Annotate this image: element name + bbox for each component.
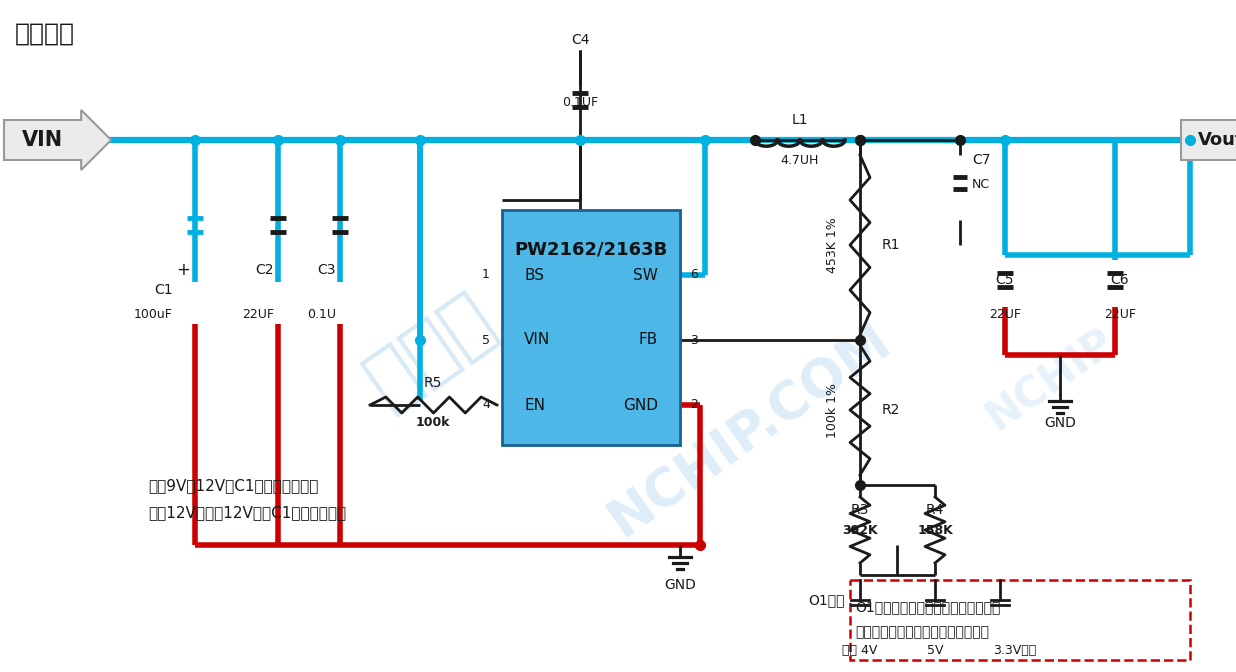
Text: VIN: VIN bbox=[524, 333, 550, 347]
Text: C4: C4 bbox=[571, 33, 590, 47]
Text: FB: FB bbox=[639, 333, 658, 347]
Text: 100uF: 100uF bbox=[135, 308, 173, 321]
Text: R3: R3 bbox=[850, 503, 869, 517]
Text: VIN: VIN bbox=[21, 130, 63, 150]
Text: C5: C5 bbox=[996, 273, 1015, 287]
Text: 平芯城: 平芯城 bbox=[352, 280, 508, 420]
Text: GND: GND bbox=[1044, 416, 1075, 430]
Text: 输入9V，12V，C1可换成陶瓷电容: 输入9V，12V，C1可换成陶瓷电容 bbox=[148, 478, 319, 493]
Text: 22UF: 22UF bbox=[989, 308, 1021, 321]
Text: PW2162/2163B: PW2162/2163B bbox=[514, 241, 667, 259]
Bar bbox=[502, 210, 680, 445]
Text: C2: C2 bbox=[256, 263, 274, 277]
Text: 原理：电阻并联，阻值改变用于测试: 原理：电阻并联，阻值改变用于测试 bbox=[855, 625, 989, 639]
Text: EN: EN bbox=[524, 398, 545, 413]
FancyBboxPatch shape bbox=[1182, 110, 1236, 170]
Text: 22UF: 22UF bbox=[242, 308, 274, 321]
Text: R4: R4 bbox=[926, 503, 944, 517]
Text: 2: 2 bbox=[690, 398, 698, 411]
Text: NCHIP: NCHIP bbox=[978, 321, 1122, 439]
Text: 0.1U: 0.1U bbox=[307, 308, 336, 321]
Text: R5: R5 bbox=[424, 376, 442, 390]
Text: SW: SW bbox=[633, 267, 658, 282]
Text: +: + bbox=[176, 261, 190, 279]
Text: O1开关连接，将改成恒压的输出电压: O1开关连接，将改成恒压的输出电压 bbox=[855, 600, 1000, 614]
Text: 4: 4 bbox=[482, 398, 489, 411]
Text: 453K 1%: 453K 1% bbox=[826, 217, 838, 273]
Bar bbox=[850, 580, 1190, 660]
Text: 22UF: 22UF bbox=[1104, 308, 1136, 321]
Text: 392K: 392K bbox=[842, 523, 878, 536]
Text: R2: R2 bbox=[883, 403, 900, 417]
Text: 100k 1%: 100k 1% bbox=[826, 382, 838, 437]
Text: 输出 4V: 输出 4V bbox=[842, 644, 878, 657]
Text: 3: 3 bbox=[690, 333, 698, 347]
Text: NCHIP.COM: NCHIP.COM bbox=[599, 314, 901, 546]
Text: O1开关: O1开关 bbox=[808, 593, 845, 607]
Text: R1: R1 bbox=[883, 238, 901, 252]
Text: 100k: 100k bbox=[415, 417, 450, 429]
Text: 1: 1 bbox=[482, 269, 489, 282]
Text: GND: GND bbox=[664, 578, 696, 592]
Text: 0.1UF: 0.1UF bbox=[562, 95, 598, 108]
Text: C6: C6 bbox=[1111, 273, 1130, 287]
Text: 5V: 5V bbox=[927, 644, 943, 657]
Text: 5: 5 bbox=[482, 333, 489, 347]
Text: L1: L1 bbox=[792, 113, 808, 127]
Text: Vout:: Vout: bbox=[1198, 131, 1236, 149]
Text: GND: GND bbox=[623, 398, 658, 413]
Text: 158K: 158K bbox=[917, 523, 953, 536]
Text: NC: NC bbox=[971, 179, 990, 192]
Text: C1: C1 bbox=[154, 283, 173, 297]
Text: C3: C3 bbox=[318, 263, 336, 277]
Text: 输入12V最佳和12V以上C1得是电解电容: 输入12V最佳和12V以上C1得是电解电容 bbox=[148, 505, 346, 520]
Text: 6: 6 bbox=[690, 269, 698, 282]
FancyBboxPatch shape bbox=[4, 110, 111, 170]
Text: 3.3V默认: 3.3V默认 bbox=[994, 644, 1037, 657]
Text: 附原理图: 附原理图 bbox=[15, 22, 75, 46]
Text: BS: BS bbox=[524, 267, 544, 282]
Text: 4.7UH: 4.7UH bbox=[781, 153, 819, 167]
Text: C7: C7 bbox=[971, 153, 990, 167]
